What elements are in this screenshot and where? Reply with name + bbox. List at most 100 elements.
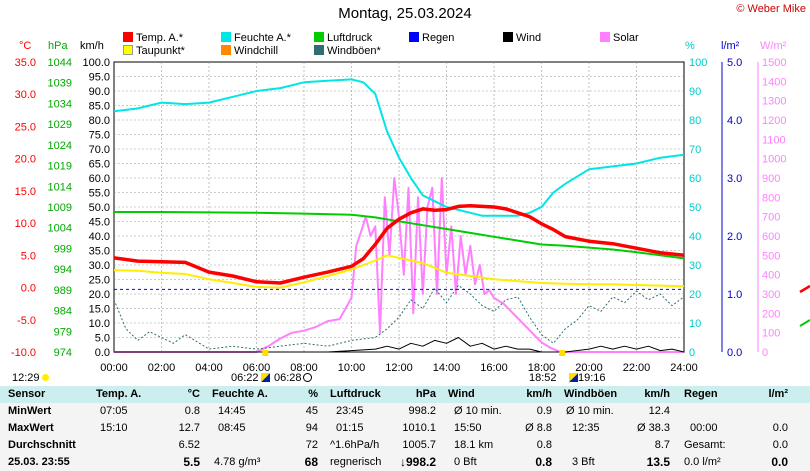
wind-max-time: 15:50	[454, 422, 482, 434]
humidity-tick-label: 70	[689, 144, 701, 156]
wind-tick-label: 50.0	[89, 202, 110, 214]
table-header-gusts: Windböen km/h	[558, 386, 676, 403]
temp-tick-label: -10.0	[11, 347, 36, 359]
series-line-taupunkt	[113, 254, 685, 289]
temp-tick-label: 30.0	[15, 89, 36, 101]
wind-unit-label: km/h	[80, 40, 104, 52]
gust-avg-value: 8.7	[654, 439, 670, 451]
humidity-tick-label: 60	[689, 173, 701, 185]
legend-rain: Regen	[409, 32, 454, 44]
legend-dewpoint: Taupunkt*	[123, 45, 185, 57]
wind-tick-label: 20.0	[89, 289, 110, 301]
legend-solar: Solar	[600, 32, 639, 44]
hum-current-value: 68	[304, 455, 318, 469]
x-tick-label: 12:00	[385, 362, 413, 374]
humidity-tick-label: 50	[689, 202, 701, 214]
solar-tick-label: 600	[762, 231, 780, 243]
legend-swatch-wind	[503, 32, 513, 42]
wind-tick-label: 25.0	[89, 275, 110, 287]
header-humidity-unit: %	[308, 388, 318, 400]
wind-tick-label: 40.0	[89, 231, 110, 243]
x-tick-label: 22:00	[623, 362, 651, 374]
humidity-tick-label: 40	[689, 231, 701, 243]
temp-current-value: 5.5	[183, 455, 200, 469]
solar-tick-label: 900	[762, 173, 780, 185]
sunset-marker	[559, 350, 566, 356]
table-col-pressure: Luftdruck hPa 23:45 998.2 01:15 1010.1 ^1.6…	[324, 386, 442, 471]
legend-label-windchill: Windchill	[234, 45, 279, 57]
moonrise-label: 19:16	[578, 372, 606, 384]
gust-min-value: 12.4	[648, 405, 670, 417]
rain-max-time: 00:00	[690, 422, 718, 434]
humidity-tick-label: 10	[689, 318, 701, 330]
hum-max-value: 94	[305, 422, 318, 434]
hum-abs-value: 4.78 g/m³	[214, 456, 261, 468]
wind-current-value: 0.8	[535, 455, 552, 469]
sunset-time: 18:52	[529, 372, 557, 384]
press-max-time: 01:15	[336, 422, 364, 434]
x-tick-label: 10:00	[338, 362, 366, 374]
legend-swatch-pressure	[314, 32, 324, 42]
header-pressure-unit: hPa	[415, 388, 436, 400]
wind-tick-label: 35.0	[89, 246, 110, 258]
legend-temp: Temp. A.*	[123, 32, 183, 44]
series-line-solar	[114, 177, 684, 353]
temp-tick-label: 35.0	[15, 57, 36, 69]
moon-icon	[302, 373, 312, 382]
press-max-value: 1010.1	[402, 422, 436, 434]
press-trend: ^1.6hPa/h	[330, 439, 380, 451]
legend-label-rain: Regen	[422, 32, 455, 44]
moonset-time: 06:28	[274, 372, 312, 384]
table-header-wind: Wind km/h	[442, 386, 558, 403]
humidity-unit-label: %	[685, 40, 695, 52]
legend-wind: Wind	[503, 32, 541, 44]
temp-max-time: 15:10	[100, 422, 128, 434]
solar-tick-label: 300	[762, 289, 780, 301]
wind-max-value: Ø 8.8	[525, 422, 552, 434]
x-tick-label: 16:00	[480, 362, 508, 374]
humidity-tick-label: 100	[689, 57, 707, 69]
temp-min-time: 07:05	[100, 405, 128, 417]
wind-tick-label: 90.0	[89, 86, 110, 98]
moonrise-icon	[569, 373, 578, 382]
page-title: Montag, 25.03.2024	[338, 5, 472, 22]
pressure-tick-label: 1034	[48, 98, 72, 110]
pressure-tick-label: 984	[54, 306, 72, 318]
x-tick-label: 00:00	[100, 362, 128, 374]
temp-tick-label: 15.0	[15, 186, 36, 198]
x-tick-label: 18:00	[528, 362, 556, 374]
pressure-tick-label: 1009	[48, 202, 72, 214]
current-time: 12:29	[12, 372, 49, 384]
pressure-tick-label: 979	[54, 326, 72, 338]
legend-label-wind: Wind	[516, 32, 542, 44]
legend-swatch-rain	[409, 32, 419, 42]
rain-tick-label: 1.0	[727, 289, 742, 301]
series-line-windb-en	[113, 284, 685, 350]
table-col-rain: Regen l/m² 00:00 0.0 Gesamt: 0.0 0.0 l/m² 0.…	[676, 386, 810, 471]
legend-label-temp: Temp. A.*	[136, 32, 184, 44]
header-wind-label: Wind	[448, 388, 475, 400]
header-pressure-label: Luftdruck	[330, 388, 381, 400]
wind-tick-label: 30.0	[89, 260, 110, 272]
x-tick-label: 20:00	[575, 362, 603, 374]
temp-unit-label: °C	[19, 40, 32, 52]
row-label-current: 25.03. 23:55	[8, 456, 70, 468]
legend-swatch-windchill	[221, 45, 231, 55]
solar-tick-label: 100	[762, 328, 780, 340]
x-tick-label: 02:00	[148, 362, 176, 374]
series-line-feuchte-a	[113, 78, 685, 217]
stats-table: Sensor MinWert MaxWert Durchschnitt 25.0…	[0, 386, 810, 471]
rain-total-value: 0.0	[772, 439, 788, 451]
header-gusts-label: Windböen	[564, 388, 618, 400]
hum-min-time: 14:45	[218, 405, 246, 417]
solar-tick-label: 0	[762, 347, 768, 359]
legend-label-pressure: Luftdruck	[327, 32, 373, 44]
wind-tick-label: 5.0	[95, 333, 110, 345]
legend-swatch-dewpoint	[123, 45, 133, 55]
sun-icon	[41, 374, 49, 381]
solar-tick-label: 1200	[762, 115, 786, 127]
wind-tick-label: 10.0	[89, 318, 110, 330]
sunrise-icon	[260, 373, 270, 382]
wind-tick-label: 95.0	[89, 72, 110, 84]
wind-tick-label: 0.0	[95, 347, 110, 359]
